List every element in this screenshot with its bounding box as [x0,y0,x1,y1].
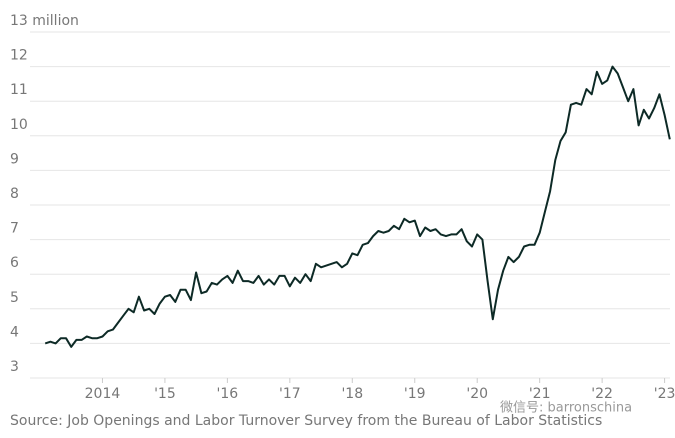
watermark: 微信号: barronschina [500,401,632,416]
y-tick-label: 9 [10,151,19,167]
y-tick-label: 8 [10,186,19,202]
y-tick-label: 4 [10,324,19,340]
x-tick-label: 2014 [85,386,121,402]
y-tick-label: 11 [10,82,28,98]
x-tick-label: '17 [279,386,301,402]
x-tick-label: '23 [654,386,675,402]
y-tick-label: 7 [10,221,19,237]
y-tick-label: 12 [10,48,28,64]
data-line [44,65,671,348]
x-tick-label: '20 [466,386,488,402]
y-tick-label: 13 million [10,13,79,29]
x-tick-label: '19 [404,386,426,402]
y-tick-label: 3 [10,359,19,375]
y-tick-label: 5 [10,290,19,306]
y-tick-label: 10 [10,117,28,133]
source-note: Source: Job Openings and Labor Turnover … [10,413,602,429]
x-tick-label: '16 [217,386,239,402]
y-tick-label: 6 [10,255,19,271]
x-tick-label: '18 [341,386,363,402]
x-tick-label: '15 [154,386,176,402]
x-tick-label: '22 [591,386,613,402]
x-tick-label: '21 [529,386,551,402]
